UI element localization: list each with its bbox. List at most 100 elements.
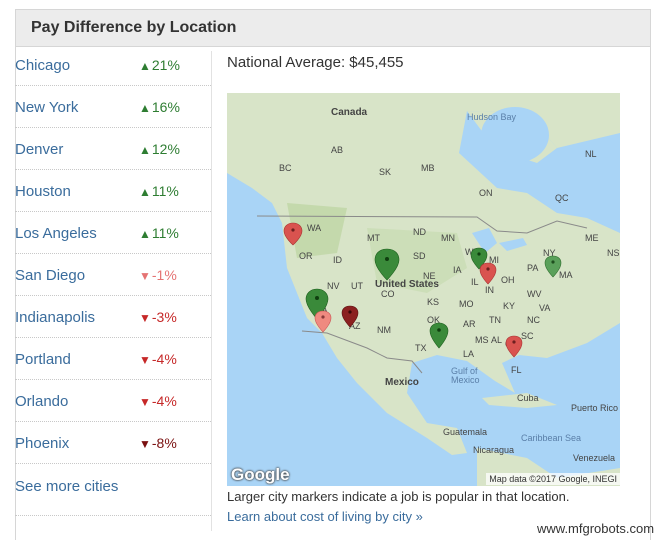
- map-label-mi: MI: [489, 255, 499, 265]
- map-label-sk: SK: [379, 167, 392, 177]
- national-average: National Average: $45,455: [227, 54, 404, 71]
- marker-houston[interactable]: [429, 322, 449, 349]
- map-label-mt: MT: [367, 233, 380, 243]
- map-label-va: VA: [539, 303, 551, 313]
- pay-change: ▼-3%: [139, 309, 177, 325]
- up-arrow-icon: ▲: [139, 143, 151, 157]
- down-arrow-icon: ▼: [139, 437, 151, 451]
- city-row-denver: Denver ▲12%: [15, 128, 211, 170]
- great-lakes-water: [499, 238, 527, 251]
- map-label-united-states: United States: [375, 279, 439, 290]
- city-link[interactable]: Orlando: [15, 393, 69, 410]
- map-label-cuba: Cuba: [517, 393, 539, 403]
- city-link[interactable]: Phoenix: [15, 435, 70, 452]
- down-arrow-icon: ▼: [139, 353, 151, 367]
- watermark: www.mfgrobots.com: [537, 521, 655, 536]
- map-label-canada: Canada: [331, 107, 368, 118]
- city-link[interactable]: Houston: [15, 183, 71, 200]
- city-link[interactable]: Portland: [15, 351, 71, 368]
- pay-change: ▲16%: [139, 99, 180, 115]
- pay-change: ▲11%: [139, 183, 179, 199]
- map-label-nv: NV: [327, 281, 340, 291]
- cost-of-living-link[interactable]: Learn about cost of living by city »: [227, 509, 423, 524]
- map-label-oh: OH: [501, 275, 515, 285]
- map-label-caribbean-sea: Caribbean Sea: [521, 433, 582, 443]
- map-label-qc: QC: [555, 193, 569, 203]
- pay-change: ▼-8%: [139, 435, 177, 451]
- marker-portland[interactable]: [283, 222, 303, 246]
- pay-change-value: 12%: [151, 141, 180, 157]
- map-label-nicaragua: Nicaragua: [473, 445, 515, 455]
- city-row-los-angeles: Los Angeles ▲11%: [15, 212, 211, 254]
- pay-change: ▲21%: [139, 57, 180, 73]
- pay-change-value: 16%: [151, 99, 180, 115]
- us-canada-border: [256, 215, 588, 234]
- marker-phoenix[interactable]: [341, 305, 359, 328]
- city-link[interactable]: Denver: [15, 141, 64, 158]
- marker-denver[interactable]: [374, 248, 400, 281]
- pay-change: ▲12%: [139, 141, 180, 157]
- map-label-in: IN: [485, 285, 494, 295]
- map-label-nd: ND: [413, 227, 426, 237]
- map-attribution: Map data ©2017 Google, INEGI: [486, 473, 620, 485]
- cuba-land: [482, 393, 557, 408]
- see-more-cities-link[interactable]: See more cities: [15, 478, 119, 495]
- map-label-ky: KY: [503, 301, 516, 311]
- map-label-wi: WI: [465, 247, 476, 257]
- pay-change-value: -8%: [151, 435, 177, 451]
- great-lakes-water: [472, 228, 497, 253]
- city-row-portland: Portland ▼-4%: [15, 338, 211, 380]
- marker-indianapolis[interactable]: [479, 262, 497, 285]
- marker-chicago[interactable]: [470, 247, 488, 270]
- map-label-bc: BC: [279, 163, 292, 173]
- map-label-nm: NM: [377, 325, 391, 335]
- down-arrow-icon: ▼: [139, 269, 151, 283]
- map-label-tn: TN: [489, 315, 501, 325]
- map-label-pa: PA: [527, 263, 539, 273]
- map-label-nc: NC: [527, 315, 540, 325]
- map-label-on: ON: [479, 188, 493, 198]
- map-label-sd: SD: [413, 251, 426, 261]
- midwest-tint: [367, 228, 467, 293]
- city-link[interactable]: New York: [15, 99, 79, 116]
- map-label-nl: NL: [585, 149, 597, 159]
- city-row-phoenix: Phoenix ▼-8%: [15, 422, 211, 464]
- city-list: Chicago ▲21% New York ▲16% Denver ▲12% H…: [15, 44, 211, 516]
- city-row-chicago: Chicago ▲21%: [15, 44, 211, 86]
- marker-layer: [283, 222, 562, 358]
- pay-change: ▼-4%: [139, 393, 177, 409]
- marker-new-york[interactable]: [544, 255, 562, 278]
- panel-title: Pay Difference by Location: [16, 10, 650, 47]
- city-link[interactable]: Indianapolis: [15, 309, 96, 326]
- map-label-ar: AR: [463, 319, 476, 329]
- city-link[interactable]: Los Angeles: [15, 225, 97, 242]
- map-label-me: ME: [585, 233, 599, 243]
- map-label-il: IL: [471, 277, 479, 287]
- pay-change: ▼-1%: [139, 267, 177, 283]
- map-label-id: ID: [333, 255, 342, 265]
- marker-orlando[interactable]: [505, 335, 523, 358]
- up-arrow-icon: ▲: [139, 59, 151, 73]
- map-label-ms: MS: [475, 335, 489, 345]
- map-label-ma: MA: [559, 270, 573, 280]
- map-label-ne: NE: [423, 271, 436, 281]
- map-label-ia: IA: [453, 265, 462, 275]
- map-label-al: AL: [491, 335, 503, 345]
- map-label-ny: NY: [543, 248, 556, 258]
- marker-san-diego[interactable]: [314, 310, 332, 333]
- pay-change-value: 11%: [151, 225, 179, 241]
- up-arrow-icon: ▲: [139, 227, 151, 241]
- city-link[interactable]: San Diego: [15, 267, 86, 284]
- city-row-houston: Houston ▲11%: [15, 170, 211, 212]
- map-label-ut: UT: [351, 281, 363, 291]
- city-link[interactable]: Chicago: [15, 57, 71, 74]
- map-label-hudson-bay: Hudson Bay: [467, 112, 517, 122]
- up-arrow-icon: ▲: [139, 185, 151, 199]
- map-caption: Larger city markers indicate a job is po…: [227, 489, 570, 504]
- map-label-fl: FL: [511, 365, 522, 375]
- google-logo: Google: [231, 465, 290, 484]
- location-map[interactable]: Canada Hudson Bay AB BC SK MB ON QC NL N…: [227, 93, 620, 486]
- map-label-venezuela: Venezuela: [573, 453, 616, 463]
- map-label-az: AZ: [349, 321, 361, 331]
- map-label-mn: MN: [441, 233, 455, 243]
